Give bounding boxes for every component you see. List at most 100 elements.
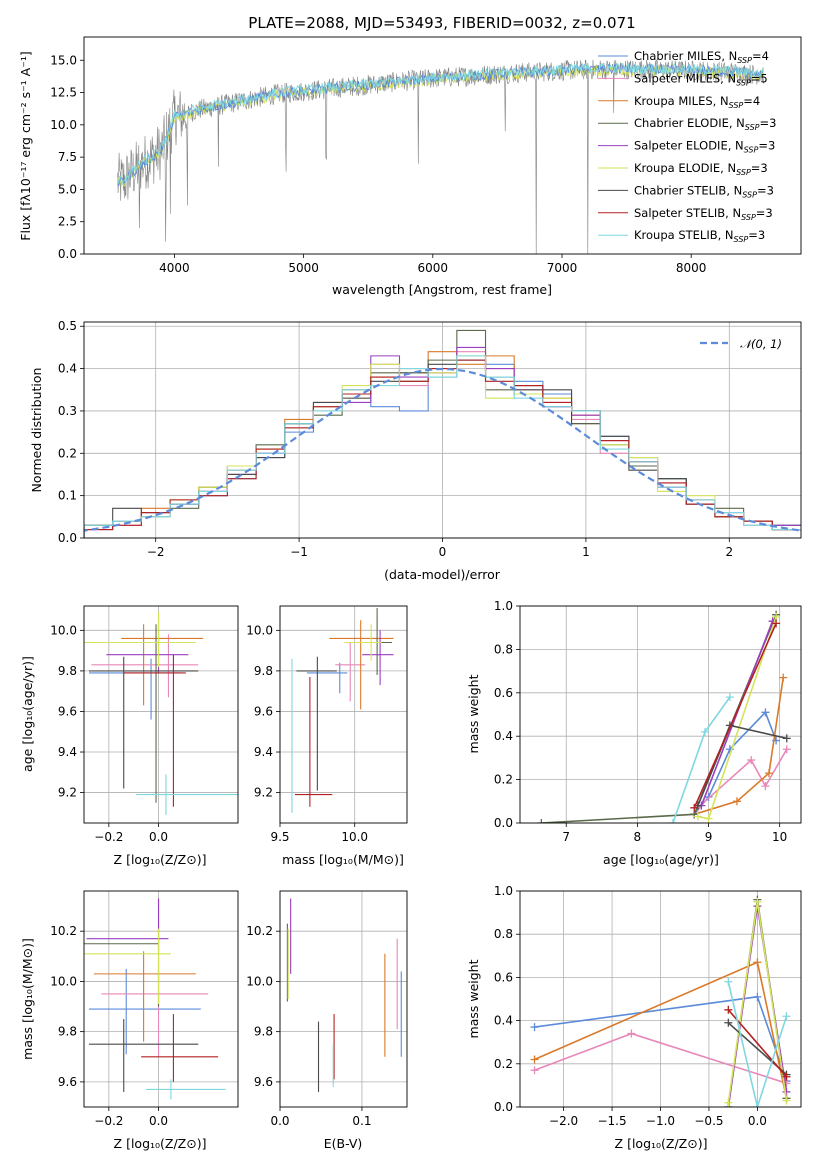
- x-tick-label: 8000: [676, 261, 707, 275]
- weight-marker-salpeter_miles: [761, 782, 770, 791]
- y-tick-label: 9.6: [254, 1075, 273, 1089]
- y-tick-label: 0.1: [58, 489, 77, 503]
- y-tick-label: 12.5: [50, 86, 77, 100]
- x-tick-label: 9.5: [270, 830, 289, 844]
- x-tick-label: 5000: [288, 261, 319, 275]
- y-tick-label: 0.8: [494, 927, 513, 941]
- x-tick-label: −2: [147, 545, 165, 559]
- x-tick-label: −0.2: [94, 1114, 123, 1128]
- model-spectrum-kroupa_stelib: [117, 62, 764, 186]
- y-tick-label: 9.8: [58, 1025, 77, 1039]
- x-tick-label: 0: [439, 545, 447, 559]
- age_vs_Z-frame: [83, 605, 239, 824]
- weight-marker-kroupa_miles: [732, 797, 741, 806]
- y-tick-label: 10.0: [50, 974, 77, 988]
- spectrum-x-label: wavelength [Angstrom, rest frame]: [332, 282, 552, 297]
- y-tick-label: 0.0: [494, 816, 513, 830]
- x-tick-label: −1: [290, 545, 308, 559]
- observed-spectrum-line: [117, 59, 764, 254]
- y-tick-label: 7.5: [58, 150, 77, 164]
- mass-ebv-x-label: E(B-V): [324, 1136, 363, 1151]
- x-tick-label: −0.5: [694, 1114, 723, 1128]
- x-tick-label: 0.0: [149, 1114, 168, 1128]
- y-tick-label: 0.5: [58, 319, 77, 333]
- age-z-y-label: age [log₁₀(age/yr)]: [20, 656, 35, 772]
- legend-entry: Kroupa MILES, NSSP=4: [634, 94, 760, 110]
- weight-z-x-label: Z [log₁₀(Z/Z⊙)]: [615, 1136, 708, 1151]
- histogram-series-kroupa_stelib: [84, 355, 801, 538]
- x-tick-label: −0.2: [94, 830, 123, 844]
- weight-line-kroupa_stelib: [727, 981, 788, 1107]
- x-tick-label: 4000: [159, 261, 190, 275]
- legend-entry: Salpeter STELIB, NSSP=3: [634, 206, 773, 222]
- weight_vs_age-frame: [519, 605, 802, 824]
- spectrum-y-label: Flux [fλ10⁻¹⁷ erg cm⁻² s⁻¹ A⁻¹]: [18, 51, 33, 240]
- legend-entry: 𝒩(0, 1): [740, 337, 782, 351]
- age_vs_mass-frame: [279, 605, 408, 824]
- legend-entry: Kroupa STELIB, NSSP=3: [634, 228, 765, 244]
- weight_vs_Z-plot-area: [530, 895, 791, 1107]
- weight-marker-kroupa_miles: [764, 769, 773, 778]
- y-tick-label: 0.6: [494, 970, 513, 984]
- y-tick-label: 9.6: [254, 704, 273, 718]
- weight-marker-salpeter_stelib: [690, 803, 699, 812]
- weight-marker-salpeter_miles: [782, 745, 791, 754]
- weight-marker-chabrier_miles: [704, 792, 713, 801]
- weight-marker-kroupa_elodie: [704, 814, 713, 823]
- spectrum-frame: [83, 36, 802, 255]
- weight-marker-chabrier_miles: [761, 708, 770, 717]
- weight-marker-chabrier_stelib: [724, 1018, 733, 1027]
- legend-entry: Salpeter ELODIE, NSSP=3: [634, 139, 775, 155]
- x-tick-label: 9: [705, 830, 713, 844]
- y-tick-label: 1.0: [494, 599, 513, 613]
- residuals-plot-area: [84, 329, 801, 538]
- x-tick-label: 10.0: [341, 830, 368, 844]
- weight-marker-chabrier_miles: [530, 1023, 539, 1032]
- y-tick-label: 9.8: [254, 1025, 273, 1039]
- y-tick-label: 0.0: [58, 247, 77, 261]
- weight-marker-salpeter_miles: [530, 1066, 539, 1075]
- x-tick-label: 6000: [418, 261, 449, 275]
- y-tick-label: 9.8: [254, 664, 273, 678]
- y-tick-label: 10.2: [50, 924, 77, 938]
- age-z-x-label: Z [log₁₀(Z/Z⊙)]: [114, 852, 207, 867]
- x-tick-label: 7000: [547, 261, 578, 275]
- weight-marker-chabrier_elodie: [537, 819, 546, 823]
- y-tick-label: 0.0: [58, 531, 77, 545]
- y-tick-label: 9.2: [58, 786, 77, 800]
- mass_vs_Z-plot-area: [84, 898, 226, 1100]
- mass-z-x-label: Z [log₁₀(Z/Z⊙)]: [114, 1136, 207, 1151]
- spectrum-plot-area: [117, 59, 764, 254]
- y-tick-label: 0.3: [58, 404, 77, 418]
- y-tick-label: 0.2: [494, 773, 513, 787]
- y-tick-label: 0.6: [494, 686, 513, 700]
- weight-z-y-label: mass weight: [466, 959, 481, 1038]
- weight-marker-kroupa_elodie: [724, 1098, 733, 1107]
- weight-marker-salpeter_stelib: [782, 1072, 791, 1081]
- residuals-x-label: (data-model)/error: [384, 567, 501, 582]
- weight-marker-kroupa_miles: [753, 958, 762, 967]
- weight-line-salpeter_stelib: [693, 623, 777, 809]
- y-tick-label: 9.2: [254, 786, 273, 800]
- weight-line-salpeter_miles: [697, 748, 788, 809]
- weight-marker-kroupa_stelib: [725, 693, 734, 702]
- weight-line-kroupa_miles: [694, 677, 784, 816]
- y-tick-label: 0.4: [58, 362, 77, 376]
- weight-marker-salpeter_miles: [747, 756, 756, 765]
- weight_vs_Z-frame: [519, 890, 802, 1108]
- normal-curve: [84, 367, 801, 532]
- y-tick-label: 9.6: [58, 704, 77, 718]
- weight-marker-kroupa_elodie: [693, 812, 702, 821]
- mass-z-y-label: mass [log₁₀(M/M⊙)]: [20, 938, 35, 1060]
- legend-entry: Kroupa ELODIE, NSSP=3: [634, 161, 768, 177]
- y-tick-label: 9.6: [58, 1075, 77, 1089]
- mass_vs_ebv-frame: [279, 890, 408, 1108]
- x-tick-label: 2: [725, 545, 733, 559]
- y-tick-label: 0.2: [58, 446, 77, 460]
- weight-marker-salpeter_elodie: [782, 1087, 791, 1096]
- mass_vs_Z-frame: [83, 890, 239, 1108]
- weight-marker-salpeter_stelib: [772, 619, 781, 628]
- y-tick-label: 5.0: [58, 182, 77, 196]
- weight-marker-kroupa_stelib: [753, 1103, 762, 1107]
